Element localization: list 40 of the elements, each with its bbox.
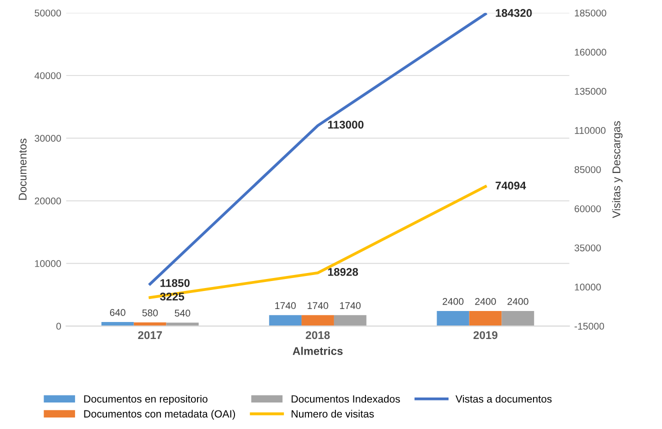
y2-axis-title: Visitas y Descargas xyxy=(612,121,623,218)
data-label: 1740 xyxy=(340,302,361,310)
legend-label: Vistas a documentos xyxy=(456,394,552,403)
y-tick-label: 30000 xyxy=(34,134,61,142)
y2-tick-label: 160000 xyxy=(574,48,606,56)
data-label: 2400 xyxy=(442,298,464,305)
legend-label: Documentos con metadata (OAI) xyxy=(84,410,236,420)
y-tick-label: 40000 xyxy=(34,72,61,80)
x-tick-label: 2017 xyxy=(138,331,162,340)
legend-label: Numero de visitas xyxy=(292,410,374,418)
x-tick-label: 2019 xyxy=(473,331,498,340)
y-tick-label: 50000 xyxy=(34,10,61,16)
data-label: 18928 xyxy=(328,268,358,276)
data-label: 640 xyxy=(110,309,126,316)
y2-tick-label: 185000 xyxy=(574,10,606,16)
y2-tick-label: 60000 xyxy=(574,205,601,212)
legend-label: Documentos en repositorio xyxy=(84,394,208,405)
y-tick-label: 20000 xyxy=(34,198,61,204)
data-label: 11850 xyxy=(160,279,190,287)
data-label: 2400 xyxy=(508,298,528,305)
data-label: 580 xyxy=(142,309,158,316)
x-axis-title: Almetrics xyxy=(292,346,343,355)
y2-tick-label: 35000 xyxy=(574,244,601,252)
data-label: 184320 xyxy=(496,9,532,17)
y-axis-title: Documentos xyxy=(18,138,27,200)
data-label: 1740 xyxy=(275,302,296,310)
legend-label: Documentos Indexados xyxy=(292,394,400,403)
y2-tick-label: 10000 xyxy=(574,284,601,291)
y2-tick-label: 110000 xyxy=(574,127,606,134)
y-tick-label: 10000 xyxy=(35,260,61,268)
y2-tick-label: -15000 xyxy=(574,322,604,330)
y2-tick-label: 85000 xyxy=(574,166,601,174)
data-label: 2400 xyxy=(475,298,496,305)
x-tick-label: 2018 xyxy=(306,331,330,340)
y2-tick-label: 135000 xyxy=(574,88,606,95)
data-label: 74094 xyxy=(496,182,526,190)
data-label: 113000 xyxy=(328,120,364,129)
data-label: 1740 xyxy=(308,302,328,310)
data-label: 540 xyxy=(174,310,190,317)
y-tick-label: 0 xyxy=(56,322,61,330)
